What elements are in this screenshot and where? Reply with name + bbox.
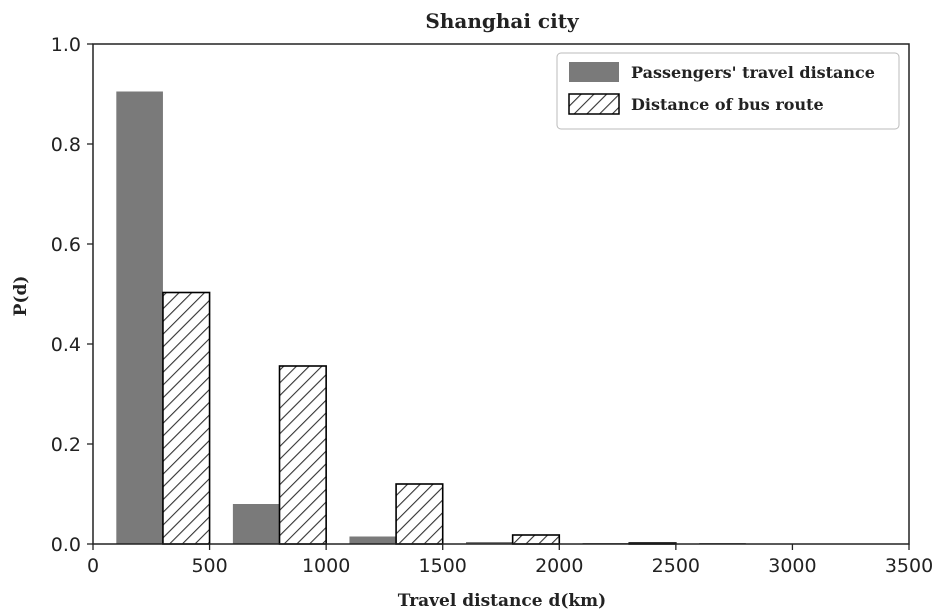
x-tick-label: 2000 [535, 555, 583, 577]
x-tick-label: 1500 [419, 555, 467, 577]
y-tick-label: 0.2 [51, 434, 81, 456]
bar-bus-route-1 [278, 365, 327, 545]
x-tick-label: 1000 [302, 555, 350, 577]
y-tick-label: 1.0 [51, 34, 81, 56]
plot-frame [92, 43, 910, 545]
legend-label-passengers: Passengers' travel distance [631, 63, 875, 82]
x-tick-label: 500 [191, 555, 227, 577]
x-tick-label: 3000 [768, 555, 816, 577]
y-tick-label: 0.4 [51, 334, 81, 356]
bar-bus-route-3 [511, 534, 561, 545]
legend-box [556, 52, 900, 130]
x-tick-label: 3500 [885, 555, 933, 577]
y-axis-label: P(d) [11, 276, 31, 317]
bar-bus-route-0 [162, 291, 211, 545]
bar-bus-route-2 [395, 483, 444, 545]
legend-swatch-passengers [569, 62, 619, 82]
x-axis-label: Travel distance d(km) [398, 591, 606, 611]
y-axis: 0.0 0.2 0.4 0.6 0.8 1.0 [51, 34, 93, 556]
bars-layer [116, 91, 746, 545]
x-axis: 0 500 1000 1500 2000 2500 3000 3500 [87, 544, 933, 577]
bar-passengers-3 [466, 542, 513, 544]
y-tick-label: 0.6 [51, 234, 81, 256]
x-tick-label: 0 [87, 555, 99, 577]
legend: Passengers' travel distance Distance of … [556, 52, 900, 130]
x-tick-label: 2500 [652, 555, 700, 577]
bar-passengers-1 [232, 504, 280, 544]
plot-area [92, 43, 910, 545]
y-tick-label: 0.8 [51, 134, 81, 156]
legend-swatch-bus-route [568, 93, 620, 115]
bar-passengers-2 [349, 536, 397, 544]
y-tick-label: 0.0 [51, 534, 81, 556]
chart-title: Shanghai city [425, 9, 580, 33]
legend-label-bus-route: Distance of bus route [631, 95, 824, 114]
bar-passengers-0 [116, 91, 163, 544]
